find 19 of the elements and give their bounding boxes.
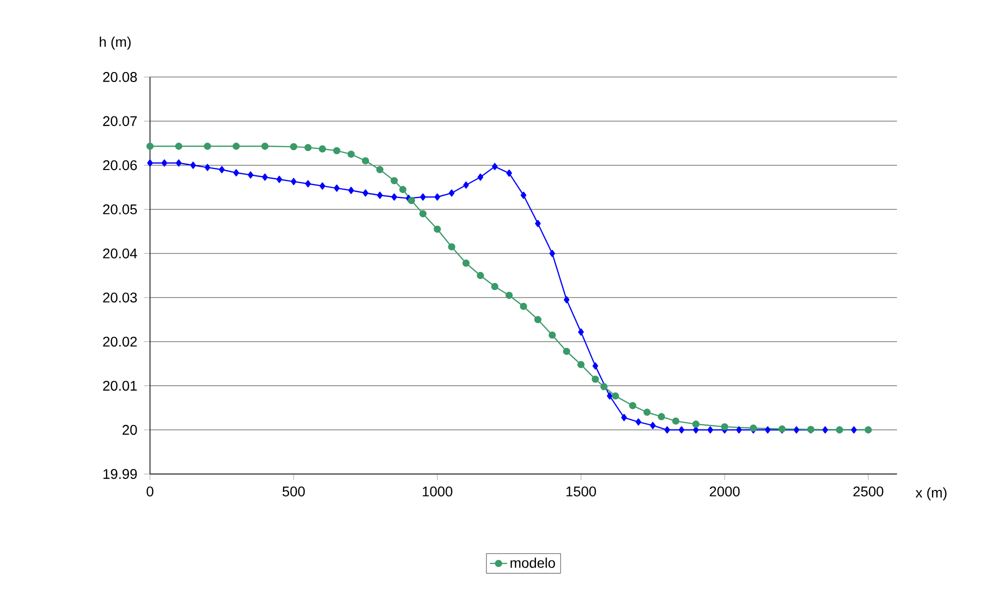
x-tick-label: 1000 (422, 486, 452, 496)
x-axis-title: x (m) (916, 487, 946, 500)
y-tick-label: 20.07 (103, 116, 137, 126)
x-tick-label: 2500 (853, 486, 884, 496)
y-tick-label: 20.02 (103, 336, 137, 347)
y-tick-label: 20.06 (103, 160, 137, 170)
y-tick-label: 20.08 (103, 72, 137, 82)
x-tick-label: 1500 (566, 486, 596, 496)
x-tick-label: 2000 (710, 486, 740, 496)
legend-label: modelo (510, 558, 555, 568)
x-tick-label: 0 (146, 486, 154, 496)
y-tick-label: 20.05 (103, 204, 137, 214)
y-tick-label: 19.99 (104, 469, 137, 479)
x-tick-label: 500 (282, 486, 305, 496)
y-tick-label: 20.01 (103, 380, 137, 391)
y-axis-title: h (m) (100, 36, 131, 50)
y-tick-label: 20.03 (103, 292, 137, 303)
y-tick-label: 20.04 (103, 248, 138, 258)
y-tick-label: 20 (122, 424, 137, 435)
